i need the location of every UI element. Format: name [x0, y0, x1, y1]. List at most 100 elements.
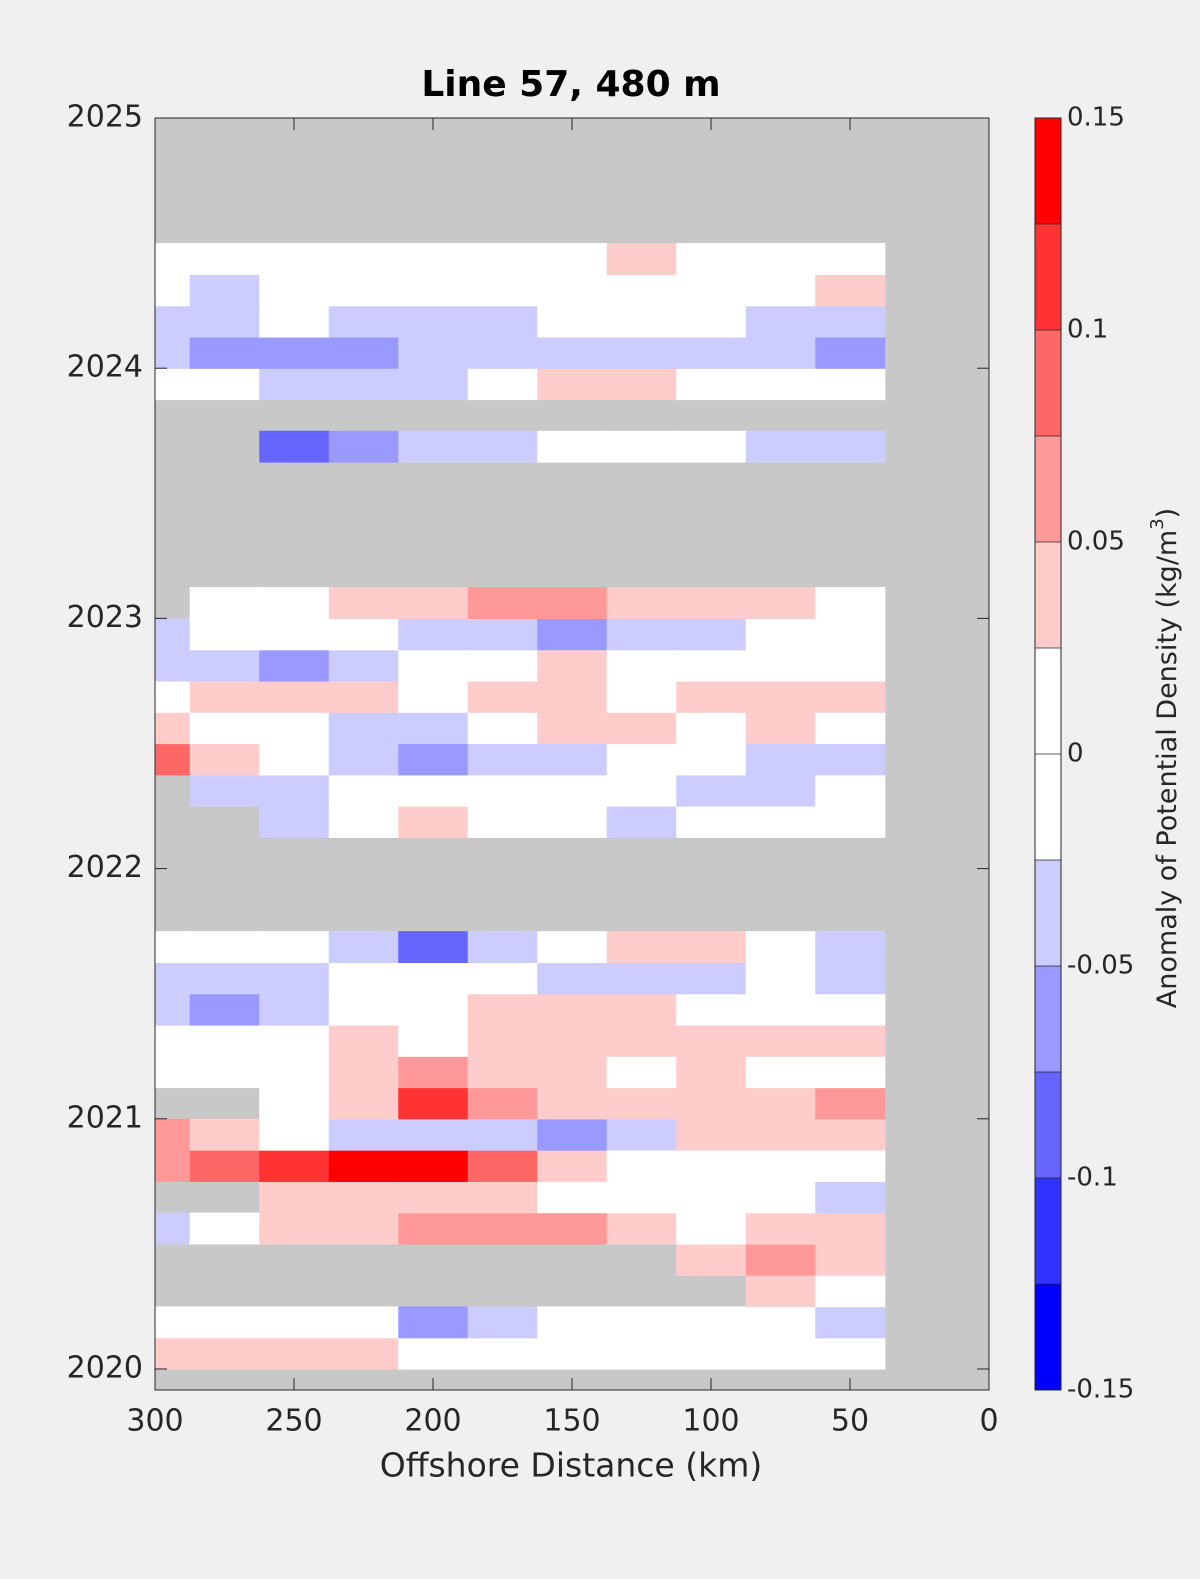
contour-cell [155, 962, 191, 995]
colorbar-band [1035, 224, 1061, 330]
contour-cell [259, 774, 330, 807]
contour-cell [328, 1181, 399, 1214]
contour-cell [676, 649, 747, 682]
contour-cell [189, 1150, 260, 1182]
contour-cell [155, 368, 191, 401]
contour-cell [745, 1024, 816, 1057]
contour-cell [155, 274, 191, 307]
contour-cell [606, 743, 677, 776]
contour-cell [815, 743, 886, 776]
contour-cell [259, 712, 330, 745]
contour-cell [745, 743, 816, 776]
contour-cell [745, 931, 816, 964]
contour-cell [537, 618, 608, 651]
contour-cell [815, 336, 886, 369]
contour-cell [259, 368, 330, 401]
colorbar-band [1035, 330, 1061, 436]
contour-cell [467, 962, 538, 995]
contour-cell [815, 1087, 886, 1120]
contour-cell [676, 993, 747, 1026]
contour-cell [815, 274, 886, 307]
contour-cell [328, 618, 399, 651]
contour-cell [328, 743, 399, 776]
contour-cell [815, 243, 886, 275]
contour-cell [328, 649, 399, 682]
contour-cell [815, 1181, 886, 1214]
contour-cell [259, 243, 330, 275]
contour-cell [815, 1150, 886, 1182]
contour-cell [155, 931, 191, 964]
contour-cell [815, 962, 886, 995]
contour-cell [328, 1337, 399, 1370]
contour-cell [745, 368, 816, 401]
contour-cell [745, 806, 816, 838]
y-tick-label: 2021 [67, 1100, 143, 1135]
contour-cell [537, 712, 608, 745]
contour-cell [467, 336, 538, 369]
x-tick-label: 0 [979, 1404, 998, 1439]
contour-cell [676, 274, 747, 307]
contour-cell [745, 1181, 816, 1214]
contour-cell [606, 618, 677, 651]
contour-cell [815, 618, 886, 651]
contour-cell [745, 587, 816, 619]
contour-cell [606, 430, 677, 463]
contour-cell [398, 368, 469, 401]
contour-cell [398, 618, 469, 651]
contour-cell [467, 806, 538, 838]
colorbar-tick-label: 0.15 [1067, 103, 1125, 133]
contour-cell [398, 1024, 469, 1057]
contour-cell [537, 1181, 608, 1214]
contour-cell [745, 712, 816, 745]
contour-cell [815, 649, 886, 682]
contour-cell [745, 774, 816, 807]
x-tick-label: 150 [543, 1404, 600, 1439]
colorbar-label-text: Anomaly of Potential Density (kg/m [1152, 530, 1183, 1008]
x-tick-label: 50 [831, 1404, 869, 1439]
contour-cell [259, 931, 330, 964]
contour-cell [398, 1150, 469, 1182]
contour-cell [328, 680, 399, 713]
contour-cell [606, 712, 677, 745]
contour-cell [537, 1024, 608, 1057]
y-tick-label: 2020 [67, 1350, 143, 1385]
contour-cell [606, 587, 677, 619]
contour-cell [189, 649, 260, 682]
contour-cell [155, 618, 191, 651]
contour-cell [259, 1181, 330, 1214]
contour-cell [537, 649, 608, 682]
contour-cell [328, 712, 399, 745]
contour-cell [328, 336, 399, 369]
x-axis-label: Offshore Distance (km) [380, 1446, 762, 1485]
contour-cell [398, 274, 469, 307]
contour-cell [467, 680, 538, 713]
contour-cell [259, 587, 330, 619]
contour-cell [398, 336, 469, 369]
contour-cell [815, 680, 886, 713]
contour-cell [328, 1024, 399, 1057]
contour-cell [815, 587, 886, 619]
contour-cell [537, 962, 608, 995]
contour-cell [676, 243, 747, 275]
chart-title: Line 57, 480 m [421, 64, 720, 105]
colorbar-band [1035, 1072, 1061, 1178]
contour-cell [189, 962, 260, 995]
contour-cell [259, 1212, 330, 1245]
contour-cell [537, 743, 608, 776]
contour-cell [815, 430, 886, 463]
contour-cell [537, 587, 608, 619]
contour-cell [676, 1243, 747, 1276]
contour-cell [467, 618, 538, 651]
contour-cell [189, 743, 260, 776]
contour-cell [328, 587, 399, 619]
contour-cell [259, 305, 330, 338]
contour-cell [676, 368, 747, 401]
contour-cell [189, 774, 260, 807]
contour-cell [815, 1275, 886, 1308]
contour-cell [745, 680, 816, 713]
contour-cell [155, 336, 191, 369]
colorbar-label-end: ) [1152, 508, 1183, 519]
contour-cell [398, 1306, 469, 1339]
colorbar-label-sup: 3 [1147, 518, 1168, 529]
